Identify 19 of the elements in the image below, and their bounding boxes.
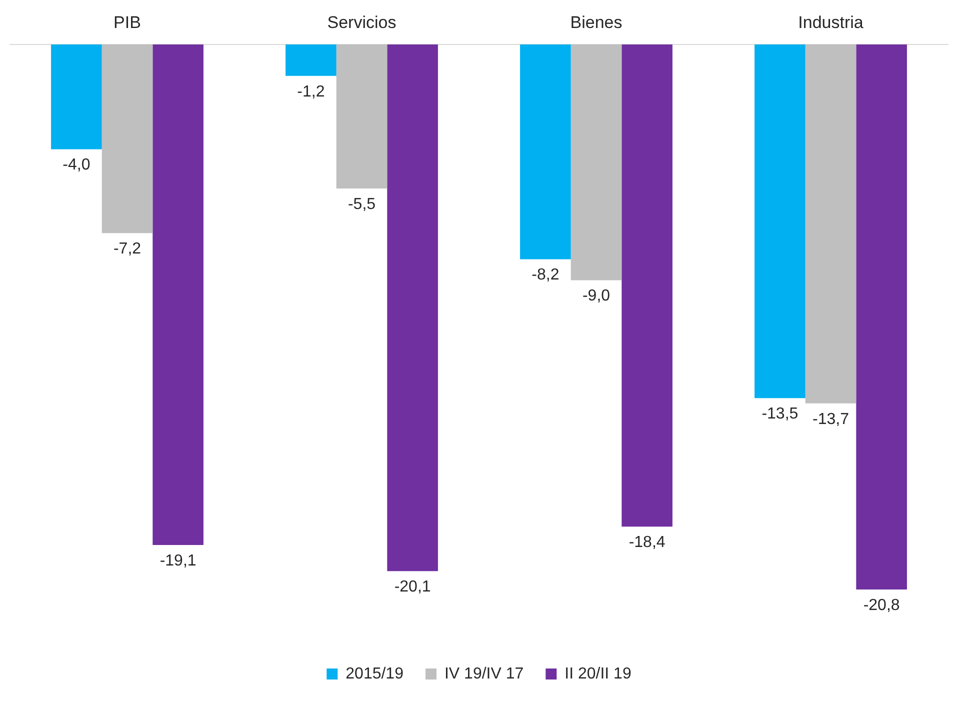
- data-label: -4,0: [62, 156, 90, 174]
- data-label: -7,2: [113, 240, 142, 258]
- data-label: -13,7: [812, 410, 850, 428]
- legend-label: II 20/II 19: [564, 665, 632, 682]
- data-label: -18,4: [628, 534, 666, 551]
- x-tick-label: Servicios: [327, 12, 396, 32]
- legend-label: IV 19/IV 17: [444, 665, 524, 682]
- data-label: -5,5: [348, 196, 376, 213]
- data-label: -13,5: [762, 406, 798, 423]
- legend-label: 2015/19: [346, 665, 404, 682]
- data-label: -20,1: [394, 578, 431, 596]
- x-tick-label: Bienes: [570, 12, 622, 32]
- data-label: -19,1: [160, 552, 196, 570]
- x-tick-label: PIB: [114, 12, 141, 32]
- data-label: -1,2: [297, 83, 325, 100]
- x-tick-label: Industria: [798, 12, 864, 32]
- data-label: -20,8: [863, 596, 900, 614]
- data-label: -8,2: [532, 266, 560, 284]
- data-label: -9,0: [582, 288, 610, 305]
